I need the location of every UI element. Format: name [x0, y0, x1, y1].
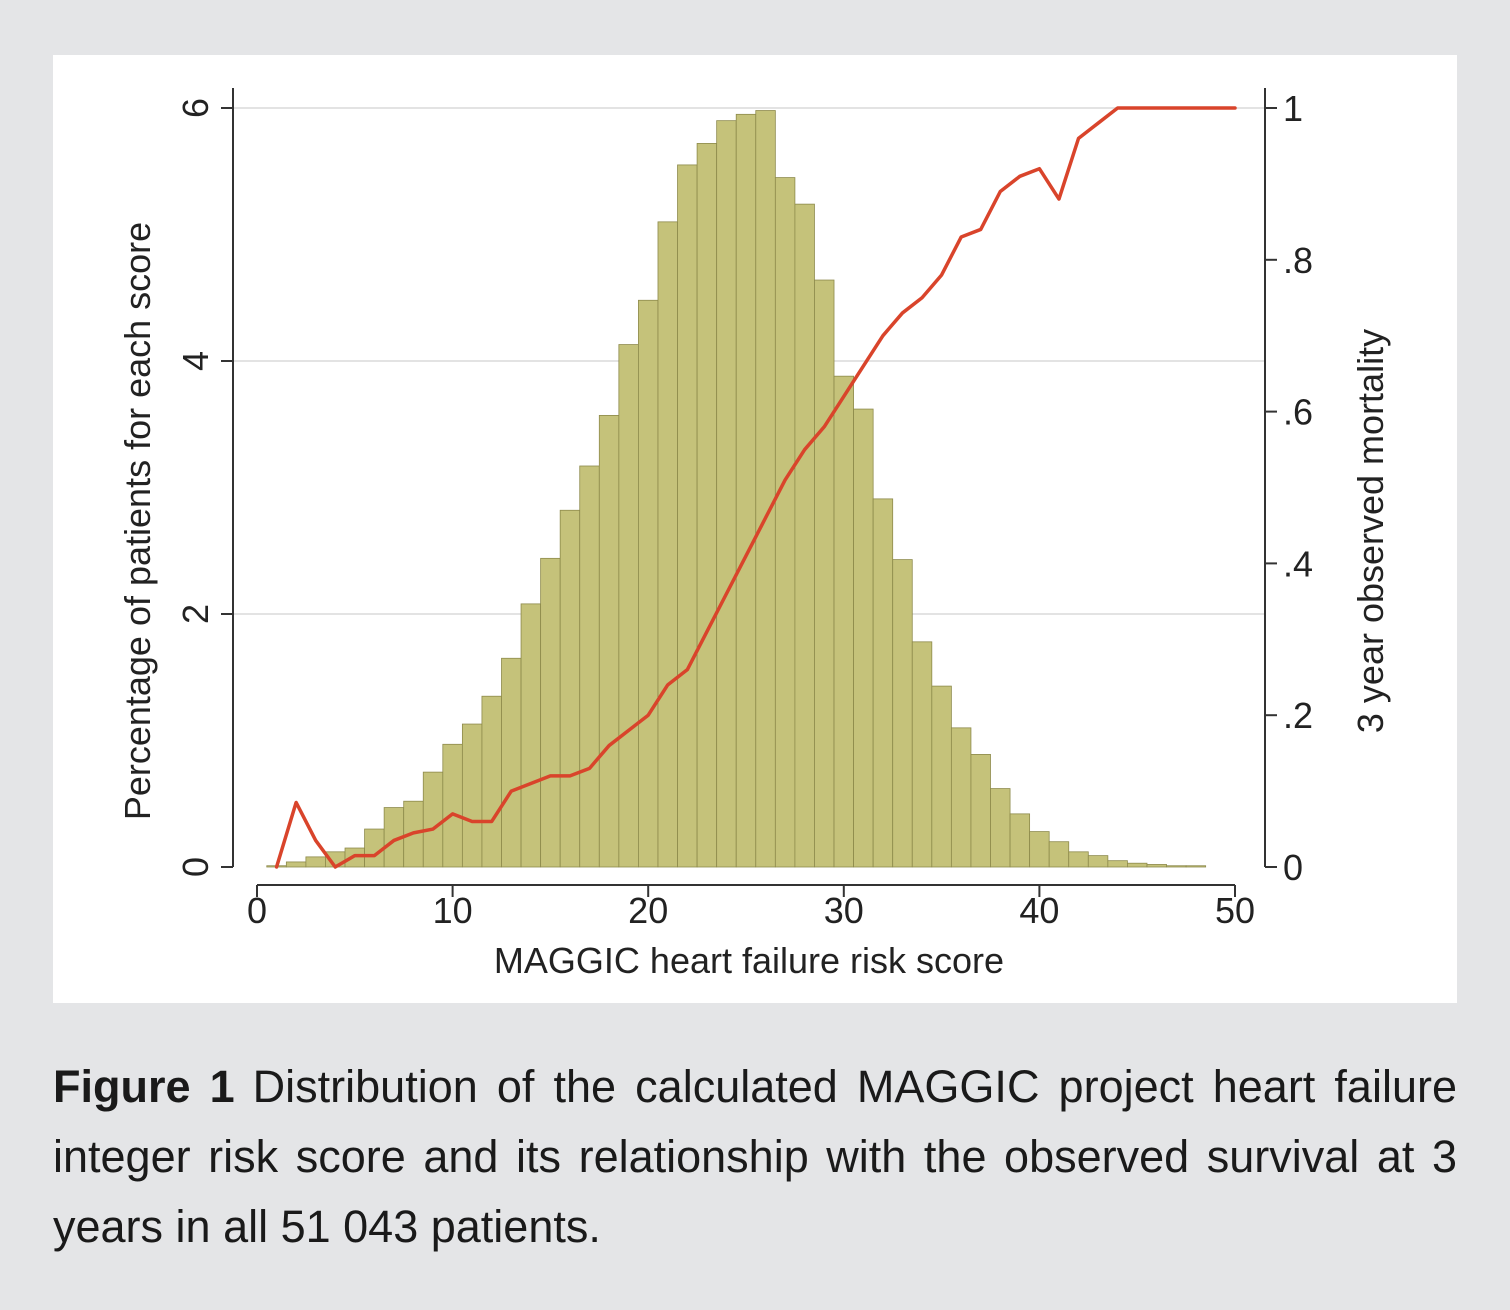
y2-tick-label: 1	[1283, 88, 1303, 129]
histogram-bar	[305, 856, 326, 868]
histogram-bar	[1048, 841, 1070, 868]
mortality-line	[274, 106, 1237, 869]
chart: 0 10 20 30 40 50 0 2 4 6 0 .2 .4 .6 .8 1 MAGGIC heart f…	[117, 88, 1391, 981]
figure-panel: 0 10 20 30 40 50 0 2 4 6 0 .2 .4 .6 .8 1 MAGGIC heart f…	[53, 55, 1457, 1003]
x-tick-label: 20	[628, 890, 668, 931]
histogram-bar	[1009, 813, 1031, 868]
figure-caption-label: Figure 1	[53, 1061, 235, 1112]
y-tick-label: 6	[175, 98, 216, 118]
x-tick-label: 40	[1019, 890, 1059, 931]
x-tick-label: 50	[1215, 890, 1255, 931]
x-axis-title: MAGGIC heart failure risk score	[494, 940, 1004, 981]
histogram-bar	[892, 559, 913, 868]
y2-tick-label: .6	[1283, 392, 1313, 433]
histogram-bar	[814, 279, 835, 868]
x-tick-label: 30	[824, 890, 864, 931]
histogram-bar	[931, 685, 952, 868]
histogram-bar	[1185, 865, 1207, 868]
histogram-bar	[833, 375, 854, 868]
figure-caption: Figure 1 Distribution of the calculated M…	[53, 1052, 1457, 1262]
histogram-bar	[1146, 864, 1167, 868]
histogram-bar	[442, 743, 463, 868]
histogram-bar	[461, 723, 483, 868]
histogram-bar	[696, 143, 718, 868]
histogram-bar	[579, 465, 600, 868]
histogram-bar	[794, 203, 815, 868]
histogram-bar	[364, 828, 385, 868]
y2-axis-title: 3 year observed mortality	[1350, 329, 1391, 733]
histogram-bar	[911, 641, 933, 868]
histogram-bar	[990, 788, 1011, 868]
histogram-bar	[540, 557, 561, 868]
histogram-bar	[638, 299, 659, 868]
axes	[221, 88, 1277, 897]
histogram-bar	[1166, 865, 1187, 868]
histogram-bar	[1068, 851, 1089, 868]
mortality-line-layer	[274, 106, 1237, 869]
y-axis-title: Percentage of patients for each score	[117, 222, 158, 820]
histogram-bar	[598, 414, 620, 868]
histogram-bar	[716, 120, 737, 868]
histogram-bar	[422, 771, 444, 868]
histogram-bar	[657, 221, 678, 868]
y2-tick-label: 0	[1283, 847, 1303, 888]
histogram-bar	[735, 113, 757, 868]
histogram-bar	[1029, 831, 1050, 868]
y2-tick-label: .8	[1283, 240, 1313, 281]
histogram-bar	[853, 408, 874, 868]
y2-tick-label: .4	[1283, 543, 1313, 584]
y-tick-label: 0	[175, 857, 216, 877]
histogram-bar	[950, 727, 972, 868]
histogram-bar	[774, 177, 796, 868]
histogram-bars	[266, 110, 1207, 868]
histogram-bar	[755, 110, 776, 868]
histogram-bar	[1087, 855, 1109, 868]
y2-tick-label: .2	[1283, 695, 1313, 736]
histogram-bar	[1107, 860, 1128, 868]
figure-caption-text: Distribution of the calculated MAGGIC pr…	[53, 1061, 1457, 1252]
histogram-bar	[677, 164, 698, 868]
histogram-bar	[1127, 862, 1148, 868]
y-tick-label: 2	[175, 604, 216, 624]
histogram-bar	[501, 657, 522, 868]
histogram-bar	[520, 603, 542, 868]
histogram-bar	[872, 498, 894, 868]
histogram-bar	[618, 344, 639, 868]
tick-labels: 0 10 20 30 40 50 0 2 4 6 0 .2 .4 .6 .8 1	[175, 88, 1313, 931]
histogram-bar	[970, 754, 991, 868]
histogram-bar	[481, 695, 502, 868]
histogram-bar	[559, 509, 581, 868]
y-tick-label: 4	[175, 351, 216, 371]
x-tick-label: 10	[433, 890, 473, 931]
x-tick-label: 0	[247, 890, 267, 931]
histogram-bar	[285, 861, 307, 868]
